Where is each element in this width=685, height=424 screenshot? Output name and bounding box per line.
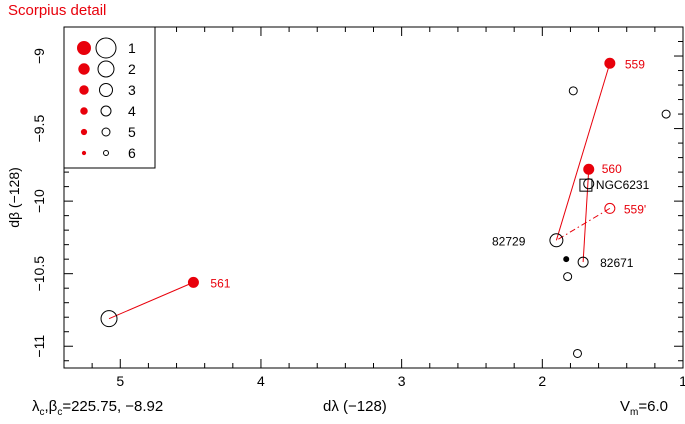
connector-line [108,281,194,320]
point-label: 82729 [492,234,526,248]
star-point [568,86,578,96]
legend-filled-marker [80,107,88,115]
x-tick-label: 5 [116,373,124,389]
chart-title: Scorpius detail [8,2,107,19]
x-tick-label: 2 [538,373,546,389]
star-point [583,163,595,175]
connector-line [556,207,611,241]
legend-open-marker [101,127,111,137]
y-tick-label: −10.5 [31,256,47,292]
y-axis-label: dβ (−128) [6,167,22,228]
magnitude-limit: Vm=6.0 [620,398,668,418]
star-point [583,178,595,190]
v-symbol: V [620,398,631,415]
center-coordinates: λc,βc=225.75, −8.92 [32,398,164,418]
beta-subscript: c [57,407,63,418]
point-label: 559' [624,202,646,216]
star-point [563,256,570,263]
v-subscript: m [630,407,639,418]
legend-filled-marker [80,128,88,136]
legend-open-marker [95,37,117,59]
point-label: 560 [602,162,622,176]
lambda-symbol: λ [32,398,40,415]
star-point [604,57,616,69]
star-point [563,272,573,282]
x-tick-label: 4 [257,373,265,389]
y-tick-label: −9 [31,48,47,64]
x-tick-label: 3 [398,373,406,389]
legend-open-marker [103,150,109,156]
lambda-subscript: c [39,407,45,418]
legend-label: 4 [128,103,136,119]
legend-label: 6 [128,145,136,161]
legend-open-marker [99,83,113,97]
magnitude-value: =6.0 [638,398,668,415]
connector-line [582,169,590,263]
cluster-label: NGC6231 [596,178,650,192]
legend-label: 5 [128,124,136,140]
star-point [577,256,589,268]
legend-filled-marker [79,85,89,95]
y-tick-label: −9.5 [31,115,47,143]
star-point [572,348,582,358]
point-label: 559 [625,57,645,71]
legend-label: 3 [128,82,136,98]
y-tick-label: −11 [31,335,47,358]
plot-frame [63,26,684,369]
legend-open-marker [97,60,115,78]
star-point [604,202,616,214]
star-point [187,276,199,288]
legend-open-marker [100,105,112,117]
x-tick-label: 1 [679,373,685,389]
star-point [661,109,671,119]
legend-filled-marker [81,150,87,156]
legend-label: 2 [128,61,136,77]
legend-filled-marker [78,63,90,75]
y-tick-label: −10 [31,189,47,213]
x-axis-label: dλ (−128) [323,398,387,415]
star-point [100,310,118,328]
star-point [549,233,564,248]
connector-line [555,63,611,241]
center-values: =225.75, −8.92 [62,398,164,415]
legend-filled-marker [77,41,91,55]
legend-label: 1 [128,40,136,56]
cluster-square-marker [579,178,593,192]
beta-symbol: β [48,398,58,415]
point-label: 82671 [600,256,634,270]
point-label: 561 [210,276,230,290]
